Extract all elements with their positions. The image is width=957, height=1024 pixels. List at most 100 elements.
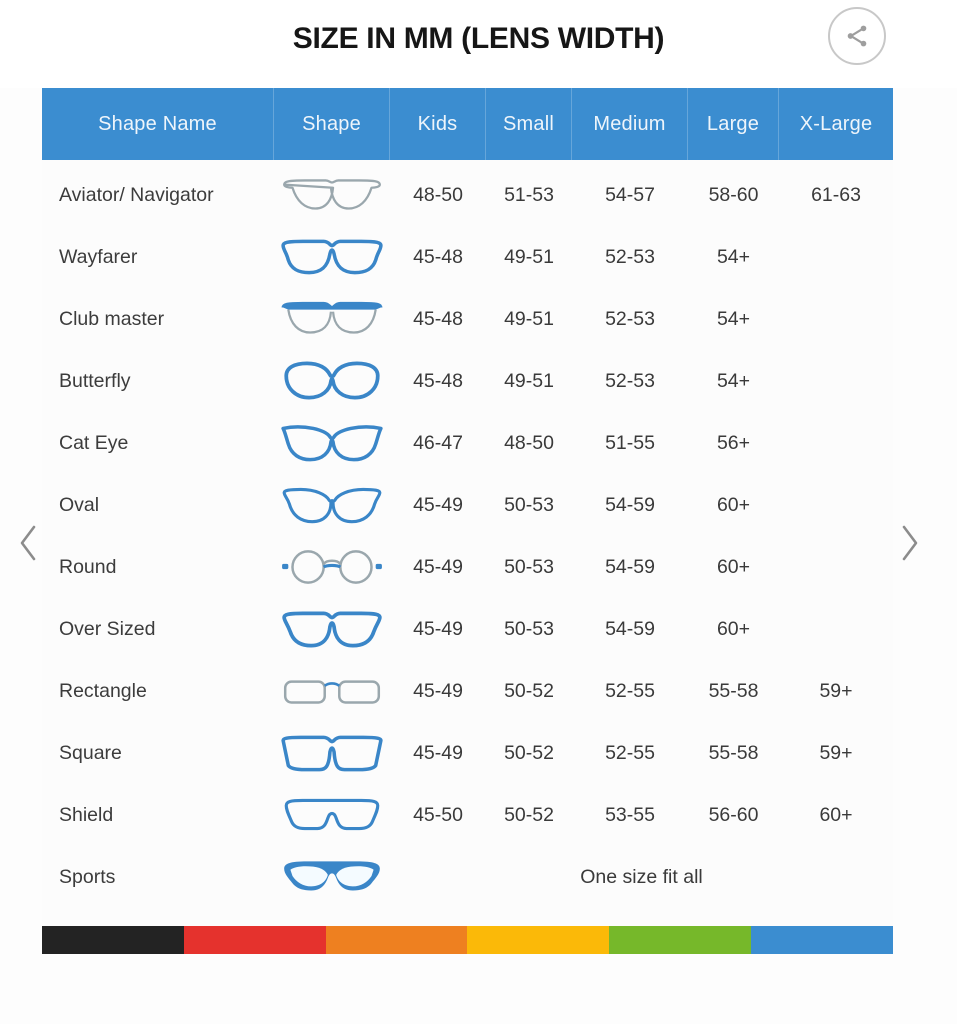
cell-medium: 54-59 xyxy=(605,617,655,640)
cell-shape-name: Shield xyxy=(59,803,114,826)
cell-small: 49-51 xyxy=(504,369,554,392)
cell-large: 54+ xyxy=(716,307,751,330)
color-segment-3 xyxy=(325,926,468,954)
cell-medium: 54-59 xyxy=(605,555,655,578)
cell-large: 54+ xyxy=(716,369,751,392)
column-header-shape: Shape xyxy=(274,88,390,160)
color-segment-4 xyxy=(467,926,610,954)
cell-small: 50-52 xyxy=(504,679,554,702)
table-header-row: Shape Name Shape Kids Small Medium Large… xyxy=(42,88,893,160)
cell-shape-name: Club master xyxy=(59,307,165,330)
table-row: Wayfarer 45-48 49-51 52-53 54+ xyxy=(42,226,893,288)
cell-kids: 45-49 xyxy=(413,555,463,578)
cell-medium: 54-59 xyxy=(605,493,655,516)
table-row: Rectangle 45-49 50-52 52-55 55-58 59+ xyxy=(42,660,893,722)
cell-shape-name: Round xyxy=(59,555,117,578)
table-body: Aviator/ Navigator 48-50 51-53 54-57 58-60 61… xyxy=(42,160,893,908)
cell-kids: 45-49 xyxy=(413,741,463,764)
cell-shape-name: Rectangle xyxy=(59,679,147,702)
cell-xlarge xyxy=(779,474,893,536)
oval-glasses-icon xyxy=(274,474,390,536)
cell-large: 56-60 xyxy=(708,803,759,826)
cell-one-size-fit-all: One size fit all xyxy=(580,865,703,888)
cell-shape-name: Butterfly xyxy=(59,369,131,392)
cell-xlarge: 61-63 xyxy=(811,183,861,206)
chevron-left-icon xyxy=(17,522,41,569)
table-row: Sports One size fit all xyxy=(42,846,893,908)
cell-small: 49-51 xyxy=(504,245,554,268)
cell-medium: 52-53 xyxy=(605,307,655,330)
cell-kids: 45-48 xyxy=(413,369,463,392)
sports-glasses-icon xyxy=(274,846,390,908)
cell-kids: 45-49 xyxy=(413,493,463,516)
cell-xlarge: 59+ xyxy=(819,741,853,764)
cell-medium: 54-57 xyxy=(605,183,655,206)
cell-large: 58-60 xyxy=(708,183,759,206)
cell-shape-name: Square xyxy=(59,741,122,764)
page-title: SIZE IN MM (LENS WIDTH) xyxy=(292,22,665,55)
cell-kids: 46-47 xyxy=(413,431,463,454)
round-glasses-icon xyxy=(274,536,390,598)
column-header-shape-name: Shape Name xyxy=(42,88,274,160)
prev-slide-button[interactable] xyxy=(6,517,52,573)
cell-xlarge xyxy=(779,350,893,412)
cell-medium: 52-55 xyxy=(605,741,655,764)
share-icon xyxy=(844,23,870,49)
next-slide-button[interactable] xyxy=(886,517,932,573)
chevron-right-icon xyxy=(897,522,921,569)
table-row: Butterfly 45-48 49-51 52-53 54+ xyxy=(42,350,893,412)
cell-small: 50-53 xyxy=(504,617,554,640)
cell-large: 55-58 xyxy=(708,741,759,764)
table-row: Shield 45-50 50-52 53-55 56-60 60+ xyxy=(42,784,893,846)
column-header-small: Small xyxy=(486,88,572,160)
table-row: Aviator/ Navigator 48-50 51-53 54-57 58-60 61… xyxy=(42,164,893,226)
cell-shape-name: Aviator/ Navigator xyxy=(59,183,214,206)
cateye-glasses-icon xyxy=(274,412,390,474)
share-button[interactable] xyxy=(828,7,886,65)
table-row: Over Sized 45-49 50-53 54-59 60+ xyxy=(42,598,893,660)
cell-shape-name: Oval xyxy=(59,493,100,516)
cell-shape-name: Sports xyxy=(59,865,116,888)
color-segment-5 xyxy=(609,926,752,954)
oversized-glasses-icon xyxy=(274,598,390,660)
cell-kids: 48-50 xyxy=(413,183,463,206)
color-segment-6 xyxy=(751,926,893,954)
cell-large: 60+ xyxy=(716,493,751,516)
cell-large: 60+ xyxy=(716,555,751,578)
cell-small: 50-52 xyxy=(504,803,554,826)
cell-medium: 51-55 xyxy=(605,431,655,454)
cell-xlarge xyxy=(779,226,893,288)
cell-kids: 45-49 xyxy=(413,617,463,640)
cell-large: 55-58 xyxy=(708,679,759,702)
cell-kids: 45-49 xyxy=(413,679,463,702)
cell-small: 50-52 xyxy=(504,741,554,764)
cell-xlarge xyxy=(779,598,893,660)
cell-small: 50-53 xyxy=(504,493,554,516)
color-segment-2 xyxy=(183,926,326,954)
cell-small: 48-50 xyxy=(504,431,554,454)
rectangle-glasses-icon xyxy=(274,660,390,722)
cell-xlarge: 59+ xyxy=(819,679,853,702)
column-header-large: Large xyxy=(688,88,779,160)
cell-small: 50-53 xyxy=(504,555,554,578)
wayfarer-glasses-icon xyxy=(274,226,390,288)
shield-glasses-icon xyxy=(274,784,390,846)
cell-small: 51-53 xyxy=(504,183,554,206)
table-row: Square 45-49 50-52 52-55 55-58 59+ xyxy=(42,722,893,784)
cell-large: 56+ xyxy=(716,431,751,454)
table-row: Cat Eye 46-47 48-50 51-55 56+ xyxy=(42,412,893,474)
color-accent-bar xyxy=(42,926,893,954)
table-row: Club master 45-48 49-51 52-53 54+ xyxy=(42,288,893,350)
cell-large: 60+ xyxy=(716,617,751,640)
cell-shape-name: Over Sized xyxy=(59,617,156,640)
cell-shape-name: Wayfarer xyxy=(59,245,138,268)
cell-xlarge xyxy=(779,412,893,474)
cell-kids: 45-48 xyxy=(413,245,463,268)
cell-small: 49-51 xyxy=(504,307,554,330)
cell-xlarge: 60+ xyxy=(819,803,853,826)
cell-medium: 52-53 xyxy=(605,245,655,268)
butterfly-glasses-icon xyxy=(274,350,390,412)
cell-medium: 53-55 xyxy=(605,803,655,826)
column-header-kids: Kids xyxy=(390,88,486,160)
cell-kids: 45-50 xyxy=(413,803,463,826)
